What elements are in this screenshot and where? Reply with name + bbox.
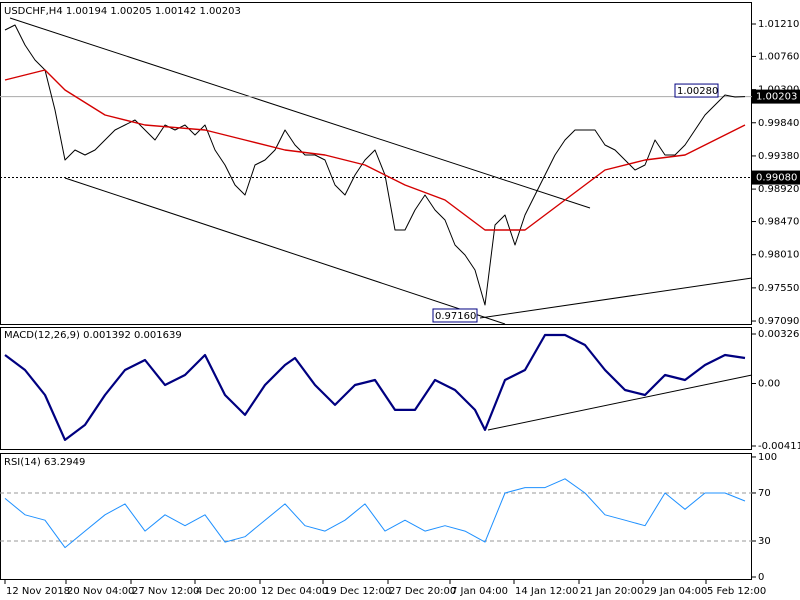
x-tick-label: 7 Jan 04:00 bbox=[451, 586, 508, 597]
x-tick-label: 12 Dec 04:00 bbox=[261, 586, 328, 597]
annotation-box bbox=[674, 83, 719, 98]
price-line bbox=[4, 24, 746, 306]
y-tick-label: 0.97550 bbox=[758, 283, 799, 294]
x-tick-label: 27 Dec 20:00 bbox=[389, 586, 456, 597]
y-tick-label: 0 bbox=[758, 572, 764, 583]
rsi-title: RSI(14) 63.2949 bbox=[4, 457, 85, 468]
level-label: 0.99080 bbox=[756, 173, 797, 184]
y-tick-label: 0.98470 bbox=[758, 217, 799, 228]
x-tick-label: 27 Nov 12:00 bbox=[132, 586, 199, 597]
macd-line bbox=[4, 333, 746, 441]
price-box bbox=[752, 89, 800, 104]
annotation-box bbox=[432, 308, 478, 323]
x-tick-label: 5 Feb 12:00 bbox=[707, 586, 766, 597]
y-tick-label: 1.00760 bbox=[758, 51, 799, 62]
price-title: USDCHF,H4 1.00194 1.00205 1.00142 1.0020… bbox=[4, 6, 241, 17]
y-tick-label: 70 bbox=[758, 488, 771, 499]
y-tick-label: 0.98920 bbox=[758, 184, 799, 195]
x-tick-label: 19 Dec 12:00 bbox=[324, 586, 391, 597]
macd-title: MACD(12,26,9) 0.001392 0.001639 bbox=[4, 330, 182, 341]
support-line bbox=[479, 277, 753, 319]
channel-lower bbox=[64, 177, 506, 325]
y-tick-label: -0.004119 bbox=[758, 441, 800, 452]
annotation-label: 0.97160 bbox=[435, 311, 476, 322]
rsi-line bbox=[4, 478, 746, 549]
y-tick-label: 1.01210 bbox=[758, 19, 799, 30]
x-tick-label: 12 Nov 2018 bbox=[6, 586, 70, 597]
x-tick-label: 21 Jan 20:00 bbox=[580, 586, 643, 597]
annotation-label: 1.00280 bbox=[677, 86, 718, 97]
current-price-label: 1.00203 bbox=[756, 92, 797, 103]
level-box bbox=[752, 170, 800, 185]
y-tick-label: 0.99840 bbox=[758, 118, 799, 129]
y-tick-label: 0.97090 bbox=[758, 316, 799, 327]
y-tick-label: 0.003265 bbox=[758, 329, 800, 340]
y-tick-label: 100 bbox=[758, 452, 777, 463]
x-tick-label: 4 Dec 20:00 bbox=[196, 586, 257, 597]
x-tick-label: 29 Jan 04:00 bbox=[644, 586, 707, 597]
y-tick-label: 0.98010 bbox=[758, 250, 799, 261]
rsi-frame bbox=[0, 453, 752, 580]
moving-average bbox=[4, 69, 746, 231]
y-tick-label: 0.99380 bbox=[758, 151, 799, 162]
x-tick-label: 20 Nov 04:00 bbox=[67, 586, 134, 597]
y-tick-label: 30 bbox=[758, 536, 771, 547]
price-frame bbox=[0, 2, 752, 325]
y-tick-label: 0.00 bbox=[758, 379, 780, 390]
channel-upper bbox=[9, 17, 591, 209]
macd-trend-line bbox=[487, 374, 753, 431]
x-tick-label: 14 Jan 12:00 bbox=[515, 586, 578, 597]
macd-frame bbox=[0, 327, 752, 450]
